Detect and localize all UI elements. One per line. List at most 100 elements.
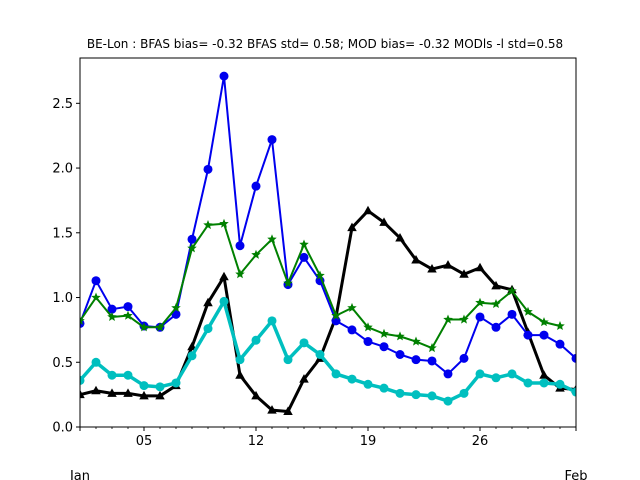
series-3-point xyxy=(91,292,101,302)
x-tick-label: 19 xyxy=(360,434,377,449)
series-3-point xyxy=(315,270,325,280)
axis-layer: 0.0 0.5 1.0 1.5 2.0 2.5 05 12 19 26 Jan Feb xyxy=(52,97,587,480)
series-4-point xyxy=(219,296,229,306)
series-3-point xyxy=(219,218,229,228)
y-tick-label: 1.0 xyxy=(52,291,73,306)
series-3-point xyxy=(555,321,565,331)
series-3-point xyxy=(139,322,149,332)
series-3-point xyxy=(491,299,501,309)
series-2-line xyxy=(80,75,576,375)
series-3-point xyxy=(123,310,133,320)
series-3-point xyxy=(107,311,117,321)
x-month-label: Jan xyxy=(69,469,90,480)
series-3-point xyxy=(507,286,517,296)
series-3-point xyxy=(395,331,405,341)
series-1-point xyxy=(123,388,133,397)
series-2-point xyxy=(395,349,405,359)
series-4-point xyxy=(571,387,576,397)
series-4-point xyxy=(299,338,309,348)
series-4-point xyxy=(123,370,133,380)
series-2-point xyxy=(251,181,261,191)
plot-frame xyxy=(79,57,577,428)
series-1-point xyxy=(267,405,277,414)
series-4-point xyxy=(427,391,437,401)
series-4-point xyxy=(155,382,165,392)
series-4-point xyxy=(203,324,213,334)
series-2-point xyxy=(539,330,549,340)
series-4-point xyxy=(555,379,565,389)
series-2-point xyxy=(107,304,117,314)
series-layer xyxy=(80,71,576,415)
series-1-point xyxy=(219,271,229,281)
series-2-point xyxy=(571,353,576,363)
series-4-point xyxy=(91,357,101,367)
series-4-point xyxy=(443,396,453,406)
series-1-line xyxy=(80,209,576,413)
series-3-point xyxy=(475,297,485,307)
series-1-point xyxy=(427,264,437,273)
series-3-point xyxy=(443,314,453,324)
series-3-point xyxy=(251,249,261,259)
series-2-point xyxy=(411,355,421,365)
series-2-point xyxy=(491,322,501,332)
series-1-point xyxy=(235,370,245,379)
series-4-point xyxy=(171,378,181,388)
series-3 xyxy=(80,218,565,353)
series-4-point xyxy=(107,370,117,380)
series-1 xyxy=(80,205,576,415)
series-4-point xyxy=(395,388,405,398)
series-1-point xyxy=(411,254,421,264)
series-3-point xyxy=(203,220,213,230)
series-3-point xyxy=(331,310,341,320)
series-1-point xyxy=(251,390,261,400)
series-4-point xyxy=(315,349,325,359)
series-4-point xyxy=(80,375,85,385)
series-2-point xyxy=(123,302,133,312)
series-4-point xyxy=(251,335,261,345)
y-tick-label: 1.5 xyxy=(52,226,73,241)
series-3-point xyxy=(363,322,373,332)
x-month-label: Feb xyxy=(564,469,587,480)
series-4-line xyxy=(80,299,576,403)
series-2-point xyxy=(203,164,213,174)
series-4-point xyxy=(347,374,357,384)
series-1-point xyxy=(539,370,549,379)
series-1-point xyxy=(459,269,469,278)
series-4-point xyxy=(139,381,149,391)
series-3-line xyxy=(80,222,561,350)
series-3-point xyxy=(283,278,293,288)
series-1-point xyxy=(299,374,309,383)
series-4-point xyxy=(459,388,469,398)
x-tick-label: 12 xyxy=(248,434,265,449)
series-2-point xyxy=(267,135,277,145)
series-1-point xyxy=(80,389,85,399)
series-4-point xyxy=(267,316,277,326)
series-3-point xyxy=(187,243,197,253)
series-4-point xyxy=(331,369,341,379)
y-tick-label: 2.0 xyxy=(52,162,73,177)
series-4-point xyxy=(539,378,549,388)
series-1-point xyxy=(443,260,453,269)
series-2-point xyxy=(219,71,229,81)
series-2-point xyxy=(555,339,565,349)
series-1-point xyxy=(155,390,165,400)
series-4-point xyxy=(523,378,533,388)
series-3-point xyxy=(379,328,389,338)
series-1-point xyxy=(91,385,101,395)
series-3-point xyxy=(427,343,437,353)
series-3-point xyxy=(267,234,277,244)
series-1-point xyxy=(475,262,485,272)
series-4-point xyxy=(475,369,485,379)
series-3-point xyxy=(539,317,549,327)
series-2-point xyxy=(347,325,357,335)
series-2-point xyxy=(91,276,101,286)
series-1-point xyxy=(363,205,373,215)
series-4-point xyxy=(187,351,197,361)
series-1-point xyxy=(491,280,501,290)
series-2-point xyxy=(475,312,485,322)
series-2-point xyxy=(187,234,197,244)
x-tick-label: 26 xyxy=(472,434,489,449)
series-3-point xyxy=(459,314,469,324)
chart-title: BE-Lon : BFAS bias= -0.32 BFAS std= 0.58… xyxy=(87,37,563,51)
